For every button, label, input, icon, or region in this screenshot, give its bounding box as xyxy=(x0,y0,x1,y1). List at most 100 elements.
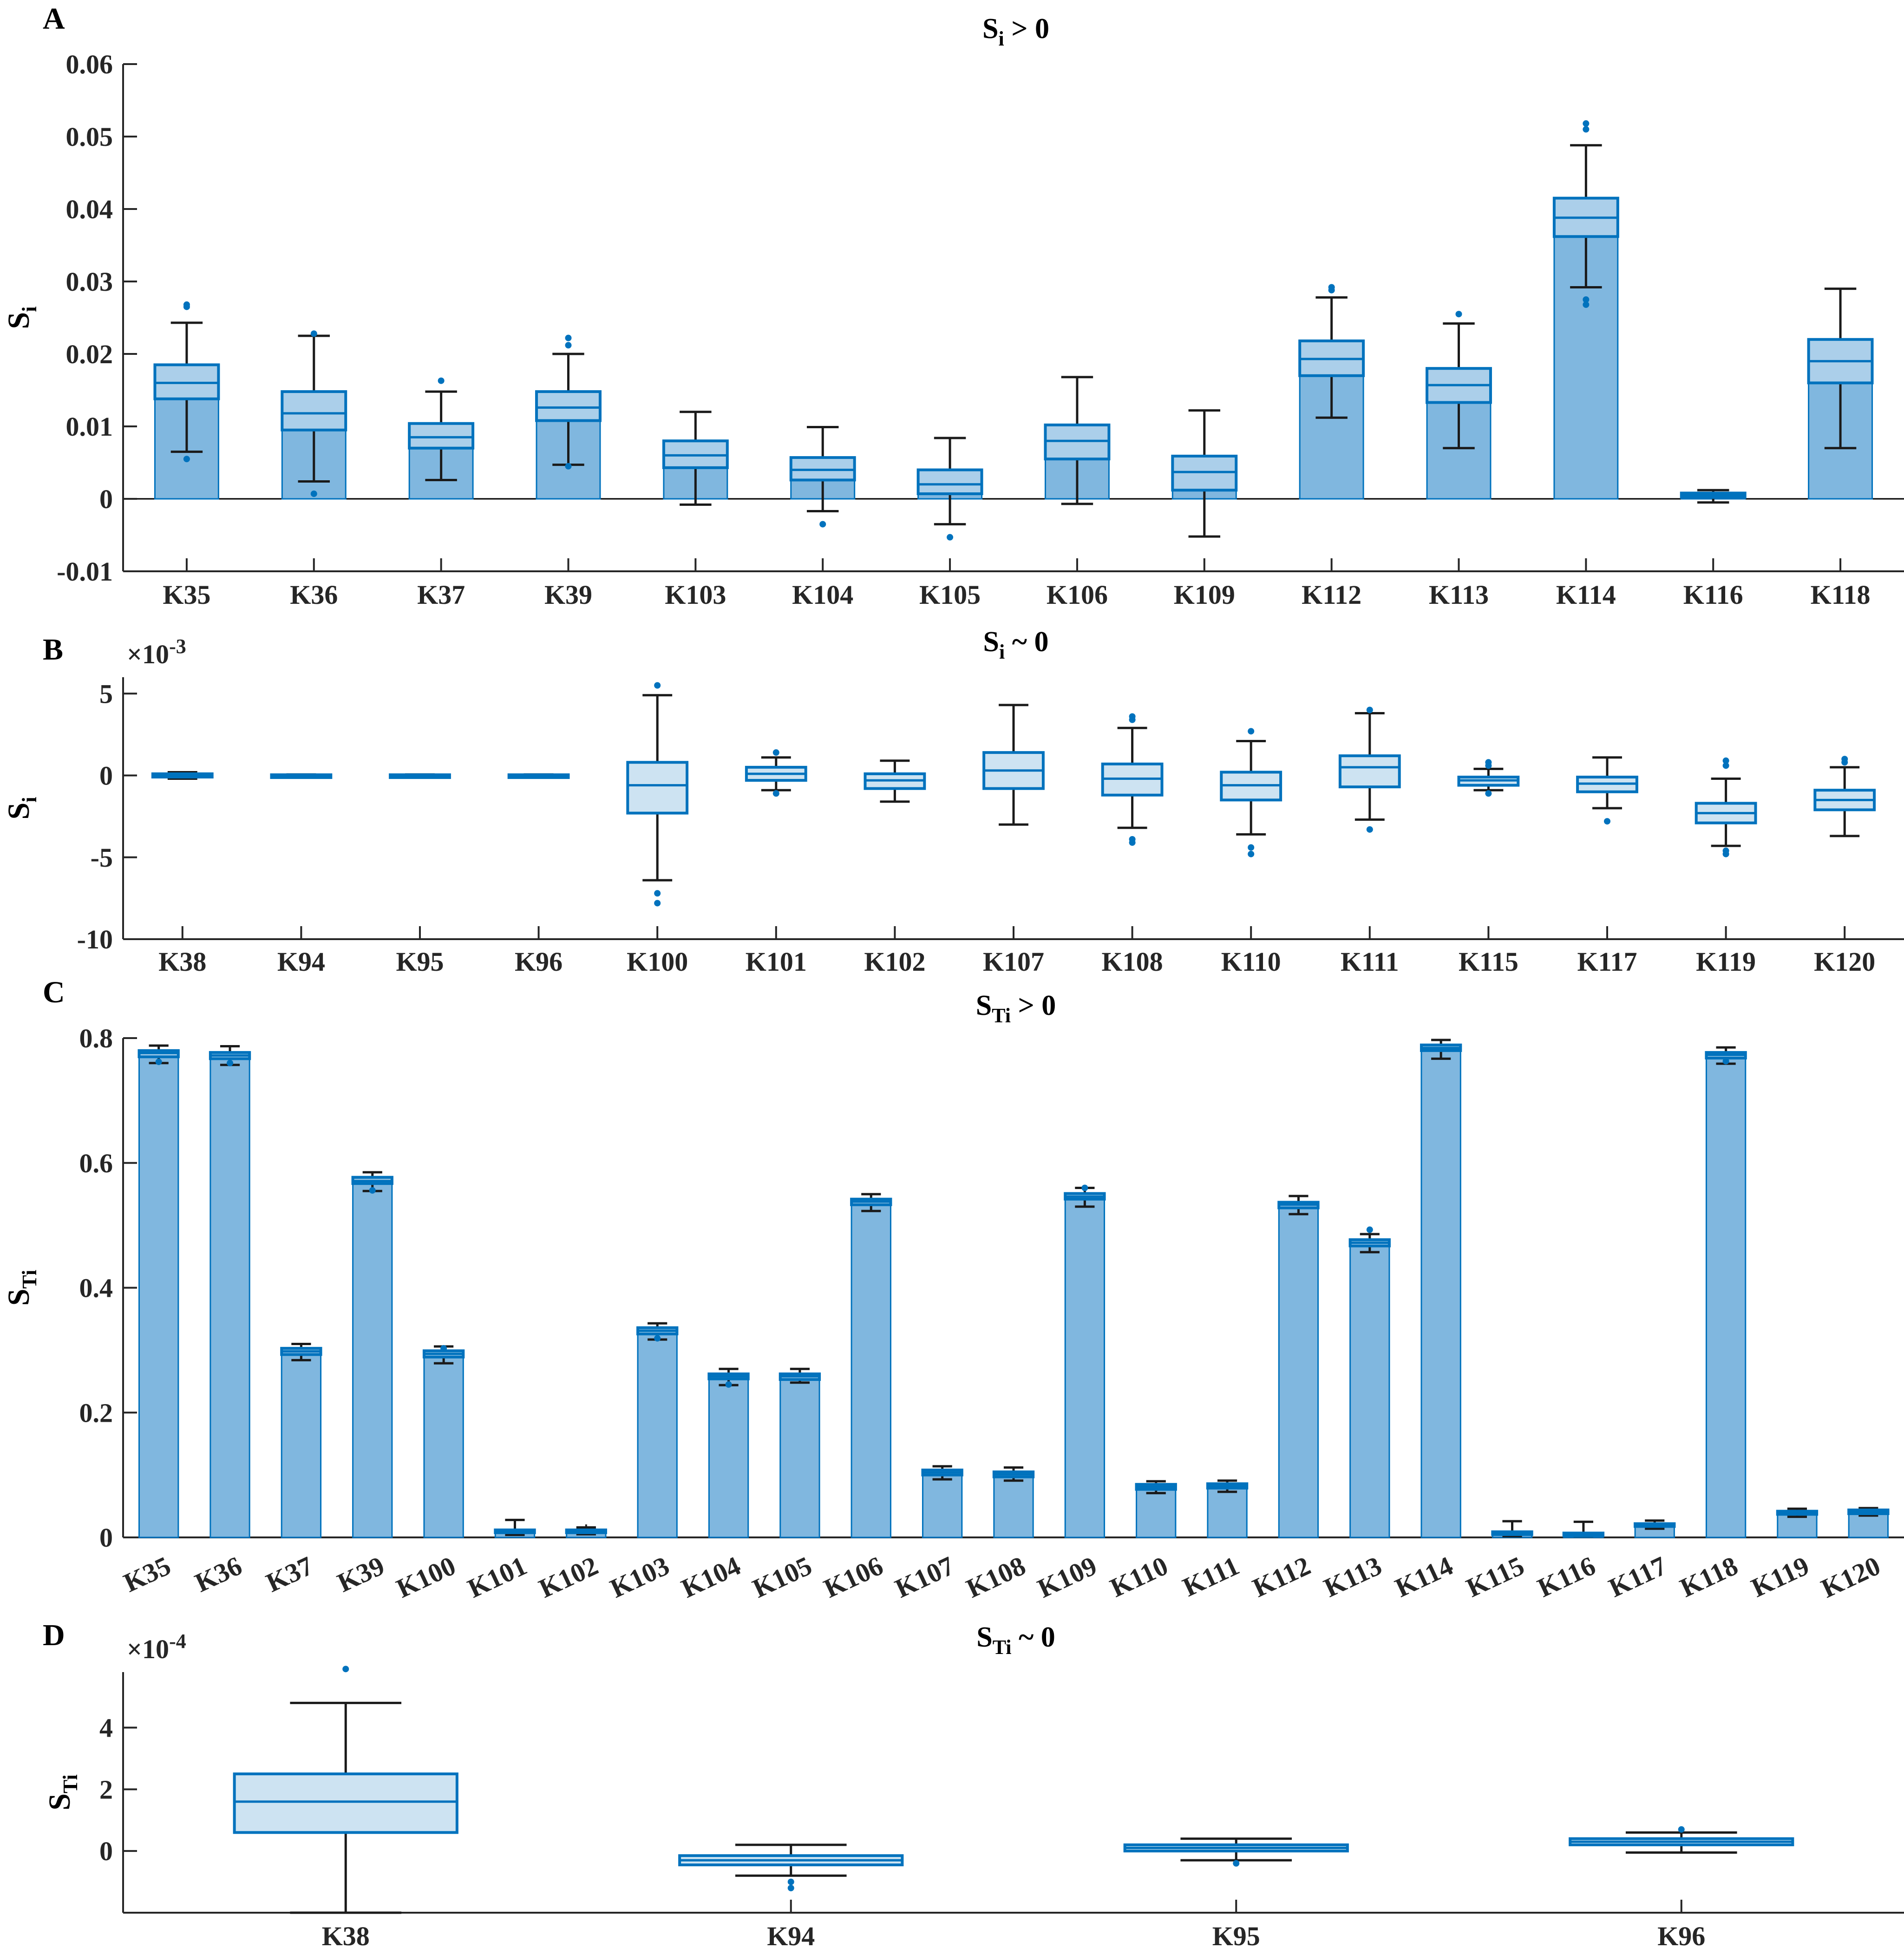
x-tick-label: K114 xyxy=(1390,1550,1457,1603)
outlier-point xyxy=(183,456,190,463)
bar xyxy=(1207,1484,1248,1538)
box xyxy=(626,761,689,815)
outlier-point xyxy=(183,301,190,308)
box xyxy=(281,390,347,431)
y-tick-label: 0.01 xyxy=(66,412,113,442)
bar xyxy=(922,1471,963,1538)
outlier-point xyxy=(772,790,779,797)
outlier-point xyxy=(1248,728,1255,735)
outlier-point xyxy=(369,1187,376,1194)
outlier-point xyxy=(565,334,572,341)
bar xyxy=(209,1053,250,1538)
y-tick-label: 0.04 xyxy=(66,194,113,224)
x-tick-label: K119 xyxy=(1696,947,1756,977)
outlier-point xyxy=(947,534,954,541)
x-tick-label: K112 xyxy=(1248,1550,1315,1603)
x-tick-label: K116 xyxy=(1683,580,1743,610)
outlier-point xyxy=(1583,296,1590,303)
panel-letter: B xyxy=(43,633,63,667)
outlier-point xyxy=(1081,1184,1088,1191)
x-tick-label: K117 xyxy=(1604,1550,1671,1603)
outlier-point xyxy=(1841,756,1848,763)
outlier-point xyxy=(1722,757,1729,764)
y-tick-label: -10 xyxy=(77,924,113,954)
y-tick-label: 0.6 xyxy=(79,1148,113,1178)
x-tick-label: K115 xyxy=(1459,947,1518,977)
bar xyxy=(851,1199,891,1538)
x-tick-label: K108 xyxy=(1102,947,1163,977)
outlier-point xyxy=(819,521,826,528)
y-tick-label: 0.2 xyxy=(79,1398,113,1428)
x-tick-label: K120 xyxy=(1814,947,1875,977)
box xyxy=(535,390,602,422)
x-tick-label: K104 xyxy=(792,580,853,610)
panel-title: Si ~ 0 xyxy=(983,626,1049,663)
x-tick-label: K106 xyxy=(1047,580,1108,610)
x-tick-label: K109 xyxy=(1174,580,1235,610)
outlier-point xyxy=(1583,301,1590,308)
x-tick-label: K35 xyxy=(163,580,210,610)
y-tick-label: 0.06 xyxy=(66,49,113,79)
x-tick-label: K111 xyxy=(1178,1550,1243,1602)
outlier-point xyxy=(1129,839,1136,846)
y-tick-label: 0.03 xyxy=(66,267,113,297)
bar xyxy=(708,1374,749,1538)
x-tick-label: K102 xyxy=(534,1550,602,1604)
panel-letter: C xyxy=(43,975,65,1009)
bar xyxy=(1064,1194,1106,1538)
x-tick-label: K114 xyxy=(1556,580,1616,610)
x-tick-label: K108 xyxy=(962,1550,1030,1604)
y-tick-label: 0.4 xyxy=(79,1273,113,1303)
outlier-point xyxy=(725,1381,732,1388)
x-tick-label: K94 xyxy=(277,947,325,977)
outlier-point xyxy=(654,900,661,907)
x-tick-label: K104 xyxy=(677,1550,745,1604)
x-tick-label: K101 xyxy=(463,1550,531,1604)
x-tick-label: K111 xyxy=(1341,947,1399,977)
x-tick-label: K38 xyxy=(158,947,206,977)
outlier-point xyxy=(342,1666,349,1673)
x-tick-label: K106 xyxy=(819,1550,888,1604)
outlier-point xyxy=(654,1335,661,1342)
x-tick-label: K100 xyxy=(627,947,688,977)
outlier-point xyxy=(1583,120,1590,127)
outlier-point xyxy=(310,490,317,497)
x-tick-label: K35 xyxy=(119,1550,175,1598)
outlier-point xyxy=(1233,1860,1240,1867)
x-tick-label: K39 xyxy=(544,580,592,610)
outlier-point xyxy=(1129,713,1136,720)
panel-letter: A xyxy=(43,2,65,36)
x-tick-label: K112 xyxy=(1302,580,1361,610)
outlier-point xyxy=(438,377,445,384)
box xyxy=(916,468,983,496)
outlier-point xyxy=(1722,850,1729,857)
outlier-point xyxy=(565,463,572,470)
x-tick-label: K115 xyxy=(1462,1550,1529,1603)
outlier-point xyxy=(1366,706,1373,713)
x-tick-label: K103 xyxy=(665,580,726,610)
panel-B: B Si ~ 0 Si ×10-3 -10 -5 0 5 K38 K94 K95 K96 K100 K10… xyxy=(2,626,1904,977)
x-tick-label: K109 xyxy=(1033,1550,1101,1604)
outlier-point xyxy=(1455,311,1462,318)
outlier-point xyxy=(1604,818,1610,825)
x-tick-label: K117 xyxy=(1577,947,1637,977)
box xyxy=(408,422,475,450)
panel-A: A Si > 0 Si -0.01 0 0.01 0.02 0.03 0.04 0.05 0.06 K… xyxy=(2,2,1904,610)
x-tick-label: K110 xyxy=(1106,1550,1172,1603)
outlier-point xyxy=(1366,826,1373,833)
y-tick-label: 2 xyxy=(99,1774,113,1804)
x-tick-label: K95 xyxy=(1212,1921,1260,1948)
y-tick-label: 4 xyxy=(99,1713,113,1743)
outlier-point xyxy=(1485,790,1492,797)
x-tick-label: K107 xyxy=(890,1550,959,1604)
panel-title: Si > 0 xyxy=(982,13,1049,50)
x-tick-label: K100 xyxy=(392,1550,460,1604)
y-tick-label: 0 xyxy=(99,761,113,791)
y-tick-label: 0.02 xyxy=(66,339,113,369)
outlier-point xyxy=(227,1059,234,1066)
y-tick-label: 0 xyxy=(99,1523,113,1553)
panel-C: C STi > 0 STi 0 0.2 0.4 0.6 0.8 K35 K36 K37 K39 K100… xyxy=(2,975,1904,1604)
x-tick-label: K95 xyxy=(396,947,444,977)
y-tick-label: 0.8 xyxy=(79,1023,113,1053)
